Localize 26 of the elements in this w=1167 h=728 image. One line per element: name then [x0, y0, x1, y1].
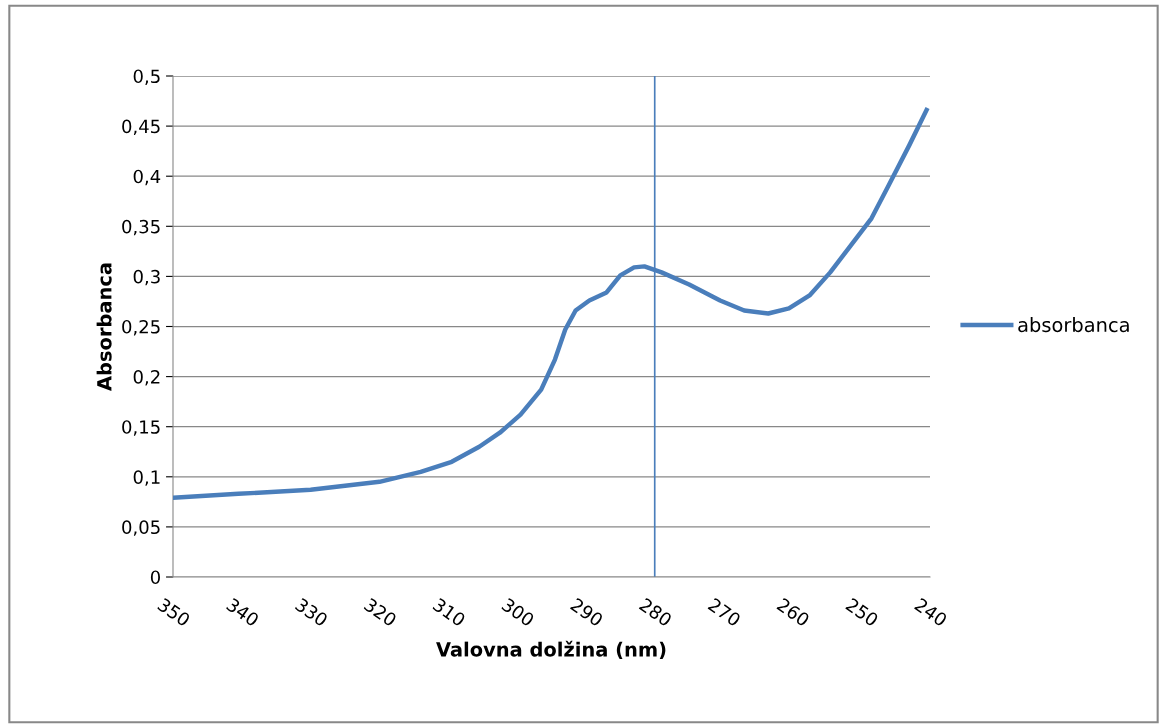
y-tick-label: 0 [150, 570, 160, 585]
y-tick-label: 0,3 [133, 269, 160, 286]
y-tick-label: 0,5 [133, 69, 160, 85]
y-tick-label: 0,4 [133, 169, 161, 186]
y-axis-title: Absorbanca [96, 263, 112, 391]
y-tick-label: 0,15 [122, 420, 160, 436]
x-axis-title: Valovna dolžina (nm) [436, 640, 666, 659]
x-tick-label: 350 [157, 597, 191, 627]
y-tick-label: 0,2 [133, 370, 160, 386]
y-tick-label: 0,1 [133, 470, 160, 486]
x-tick-label: 280 [638, 597, 673, 627]
y-tick-label: 0,25 [122, 319, 160, 336]
x-tick-label: 260 [776, 597, 811, 627]
x-tick-label: 340 [225, 597, 260, 627]
y-tick-label: 0,05 [122, 520, 160, 536]
y-tick-label: 0,45 [122, 119, 160, 136]
x-tick-label: 290 [569, 597, 604, 627]
x-tick-label: 250 [845, 597, 880, 627]
x-tick-label: 240 [913, 597, 948, 627]
x-tick-label: 270 [707, 597, 742, 627]
x-tick-label: 310 [432, 597, 467, 627]
x-tick-label: 320 [363, 597, 398, 627]
y-tick-label: 0,35 [122, 219, 160, 236]
x-tick-label: 330 [294, 597, 329, 627]
legend-label: absorbanca [1018, 317, 1129, 333]
x-tick-label: 300 [501, 597, 536, 627]
